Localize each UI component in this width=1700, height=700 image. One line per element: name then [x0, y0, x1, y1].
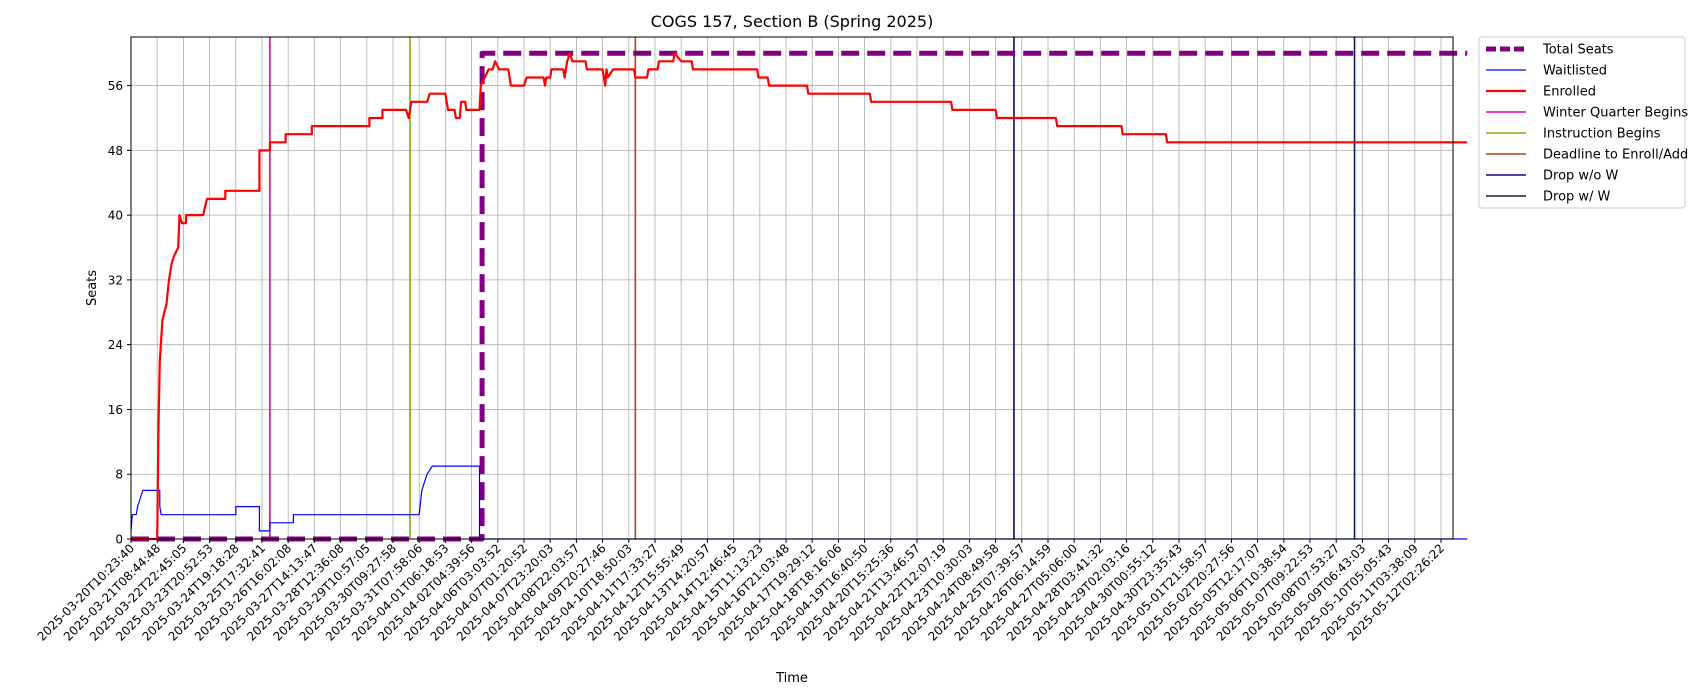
y-tick-label: 40 — [108, 209, 123, 223]
legend: Total Seats Waitlisted Enrolled Winter Quar… — [1478, 36, 1688, 209]
y-tick-label: 48 — [108, 144, 123, 158]
legend-label: Drop w/o W — [1543, 169, 1619, 184]
y-tick-label: 32 — [108, 273, 123, 287]
series-line — [130, 465, 1468, 540]
series-lines — [130, 50, 1468, 542]
y-tick-label: 0 — [115, 533, 123, 547]
legend-label: Instruction Begins — [1543, 127, 1661, 142]
series-line — [131, 52, 1468, 541]
plot-frame — [130, 36, 1454, 540]
chart-title: COGS 157, Section B (Spring 2025) — [651, 12, 934, 31]
grid — [130, 37, 1453, 540]
y-tick-label: 16 — [108, 403, 123, 417]
x-axis: 2025-03-20T10:23:402025-03-21T08:44:4820… — [35, 539, 1447, 644]
legend-label: Winter Quarter Begins — [1543, 106, 1688, 121]
legend-label: Enrolled — [1543, 85, 1596, 100]
y-tick-label: 8 — [115, 468, 123, 482]
legend-label: Deadline to Enroll/Add — [1543, 148, 1688, 163]
legend-label: Waitlisted — [1543, 64, 1607, 79]
legend-label: Drop w/ W — [1543, 190, 1611, 205]
y-tick-label: 56 — [108, 79, 123, 93]
event-markers — [269, 37, 1356, 539]
y-axis-label: Seats — [85, 270, 100, 306]
series-line — [131, 50, 1468, 542]
legend-box — [1478, 36, 1686, 209]
x-axis-label: Time — [775, 671, 808, 686]
y-tick-label: 24 — [108, 338, 123, 352]
y-axis: 0 8 16 24 32 40 48 56 — [108, 79, 131, 547]
legend-label: Total Seats — [1542, 43, 1614, 58]
